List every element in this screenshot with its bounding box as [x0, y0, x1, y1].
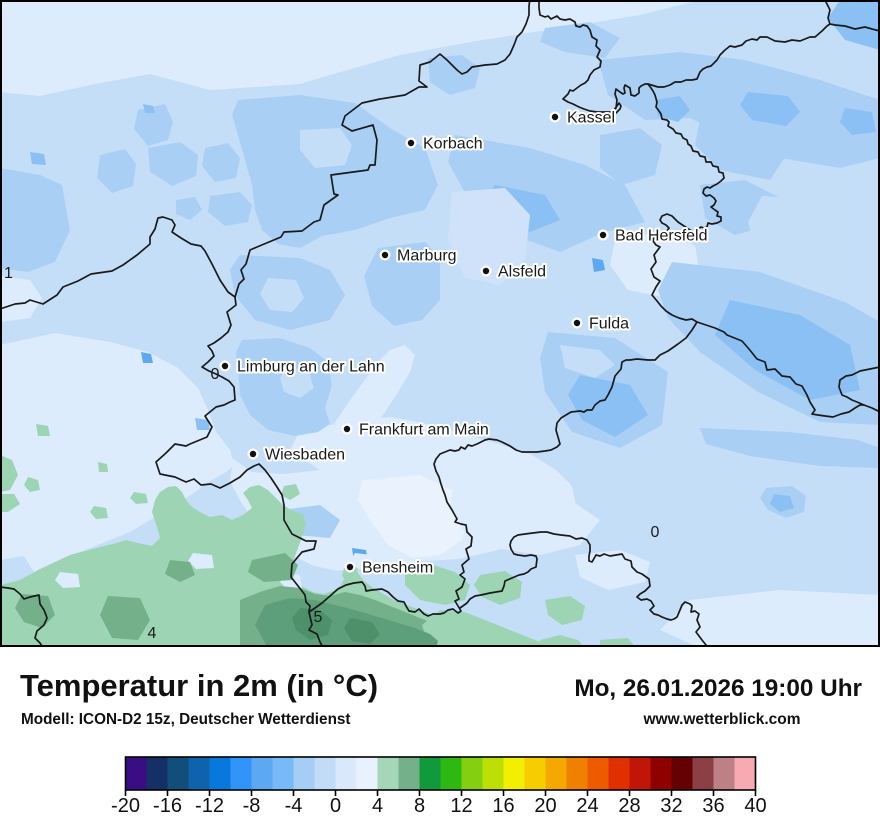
svg-text:4: 4 — [148, 625, 157, 642]
svg-text:Mo, 26.01.2026 19:00 Uhr: Mo, 26.01.2026 19:00 Uhr — [574, 675, 862, 702]
svg-text:0: 0 — [651, 524, 660, 541]
svg-text:Wiesbaden: Wiesbaden — [265, 447, 345, 464]
svg-text:Frankfurt am Main: Frankfurt am Main — [359, 422, 489, 439]
svg-text:Bensheim: Bensheim — [362, 560, 433, 577]
svg-text:36: 36 — [702, 795, 724, 817]
svg-text:Modell: ICON-D2 15z, Deutscher: Modell: ICON-D2 15z, Deutscher Wetterdie… — [21, 711, 351, 728]
svg-text:-12: -12 — [195, 795, 224, 817]
svg-text:20: 20 — [534, 795, 556, 817]
svg-text:Temperatur in 2m (in °C): Temperatur in 2m (in °C) — [20, 668, 378, 703]
svg-text:Limburg an der Lahn: Limburg an der Lahn — [237, 359, 385, 376]
svg-text:Bad Hersfeld: Bad Hersfeld — [615, 228, 708, 245]
svg-text:24: 24 — [576, 795, 598, 817]
svg-text:32: 32 — [660, 795, 682, 817]
svg-text:5: 5 — [314, 609, 323, 626]
svg-text:0: 0 — [330, 795, 341, 817]
svg-text:16: 16 — [492, 795, 514, 817]
svg-text:Korbach: Korbach — [423, 136, 483, 153]
svg-text:www.wetterblick.com: www.wetterblick.com — [642, 711, 800, 728]
svg-text:4: 4 — [372, 795, 383, 817]
svg-text:28: 28 — [618, 795, 640, 817]
svg-text:-20: -20 — [111, 795, 140, 817]
svg-text:8: 8 — [414, 795, 425, 817]
svg-text:12: 12 — [450, 795, 472, 817]
svg-text:-4: -4 — [285, 795, 303, 817]
svg-text:1: 1 — [4, 265, 13, 282]
svg-text:-16: -16 — [153, 795, 182, 817]
svg-text:-8: -8 — [243, 795, 261, 817]
svg-text:Alsfeld: Alsfeld — [498, 264, 546, 281]
svg-text:Marburg: Marburg — [397, 248, 457, 265]
svg-text:0: 0 — [211, 366, 220, 383]
svg-text:Fulda: Fulda — [589, 316, 629, 333]
svg-text:40: 40 — [744, 795, 766, 817]
svg-text:Kassel: Kassel — [567, 110, 615, 127]
